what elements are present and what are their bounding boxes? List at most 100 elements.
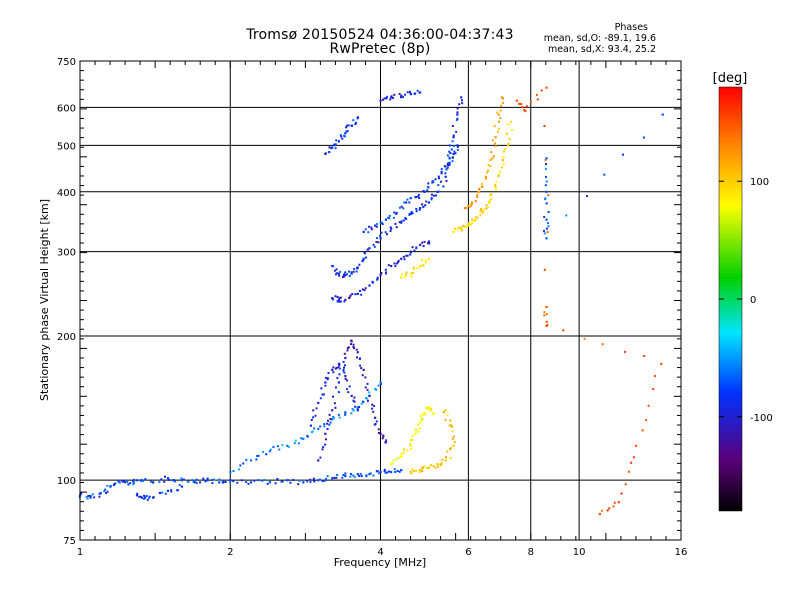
- data-point: [500, 166, 504, 169]
- data-point: [424, 204, 427, 207]
- data-point: [352, 399, 355, 402]
- data-point: [276, 445, 279, 448]
- data-point: [317, 427, 320, 431]
- data-point: [375, 237, 378, 240]
- data-point: [364, 386, 367, 389]
- data-point: [428, 242, 431, 245]
- data-point: [389, 226, 392, 229]
- data-point: [545, 190, 548, 193]
- data-point: [326, 419, 329, 422]
- data-point: [334, 147, 337, 150]
- data-point: [319, 397, 322, 400]
- data-point: [344, 274, 347, 277]
- data-point: [338, 373, 341, 376]
- data-point: [426, 185, 429, 188]
- data-point: [468, 205, 471, 208]
- data-point: [483, 208, 486, 211]
- data-point: [328, 146, 331, 149]
- data-point: [333, 269, 336, 272]
- data-point: [634, 444, 638, 447]
- data-point: [488, 199, 491, 202]
- data-point: [160, 478, 163, 481]
- y-tick-label: 600: [57, 103, 76, 114]
- x-tick-label: 6: [465, 547, 471, 558]
- data-point: [444, 175, 447, 178]
- data-point: [344, 364, 347, 367]
- data-point: [360, 402, 363, 405]
- data-point: [187, 480, 190, 483]
- data-point: [452, 231, 455, 234]
- data-point: [148, 496, 151, 499]
- data-point: [334, 295, 337, 298]
- data-point: [229, 480, 232, 483]
- data-point: [375, 388, 378, 391]
- data-point: [105, 492, 108, 495]
- data-point: [144, 478, 147, 481]
- data-point: [395, 262, 398, 265]
- data-point: [499, 117, 502, 120]
- data-point: [350, 394, 353, 398]
- data-point: [519, 103, 522, 106]
- data-point: [335, 268, 338, 271]
- colorbar-tick-label: -100: [750, 413, 773, 424]
- data-point: [430, 197, 433, 200]
- data-point: [601, 343, 604, 346]
- data-point: [419, 91, 422, 94]
- y-axis-label: Stationary phase Virtual Height [km]: [38, 199, 51, 401]
- data-point: [337, 140, 341, 143]
- data-point: [417, 195, 420, 198]
- data-point: [319, 425, 322, 428]
- data-point: [143, 497, 146, 500]
- data-point: [347, 391, 350, 394]
- data-point: [332, 298, 335, 301]
- data-point: [480, 185, 483, 188]
- data-point: [350, 272, 353, 275]
- data-point: [409, 444, 412, 447]
- data-point: [409, 90, 412, 93]
- data-point: [368, 391, 371, 394]
- data-point: [140, 478, 143, 481]
- data-point: [424, 261, 427, 264]
- data-point: [367, 225, 370, 228]
- y-tick-label: 300: [57, 248, 76, 259]
- data-point: [393, 468, 396, 471]
- data-point: [410, 439, 413, 442]
- data-point: [337, 272, 341, 275]
- data-point: [202, 477, 205, 480]
- data-point: [436, 190, 439, 193]
- data-point: [445, 168, 448, 171]
- data-point: [401, 95, 404, 98]
- data-point: [337, 391, 340, 394]
- data-point: [148, 495, 151, 498]
- data-point: [405, 254, 408, 257]
- data-point: [247, 482, 250, 485]
- data-point: [452, 152, 455, 156]
- data-point: [461, 99, 464, 102]
- data-point: [456, 107, 459, 110]
- data-point: [287, 479, 290, 482]
- data-point: [313, 480, 316, 483]
- data-point: [385, 271, 388, 274]
- data-point: [536, 98, 539, 101]
- data-point: [448, 161, 451, 164]
- data-point: [547, 225, 550, 228]
- data-point: [454, 152, 457, 155]
- data-point: [412, 266, 415, 269]
- data-point: [218, 478, 221, 481]
- data-point: [474, 218, 477, 221]
- data-point: [375, 223, 378, 226]
- data-point: [376, 276, 379, 279]
- data-point: [325, 477, 328, 480]
- data-point: [309, 481, 312, 484]
- data-point: [242, 462, 245, 465]
- data-point: [334, 406, 337, 409]
- data-point: [608, 507, 611, 510]
- data-point: [419, 414, 422, 417]
- data-point: [393, 211, 396, 214]
- data-point: [263, 479, 266, 482]
- data-point: [346, 379, 349, 382]
- data-point: [398, 93, 401, 96]
- data-point: [374, 423, 377, 426]
- data-point: [419, 421, 422, 424]
- data-point: [471, 201, 474, 204]
